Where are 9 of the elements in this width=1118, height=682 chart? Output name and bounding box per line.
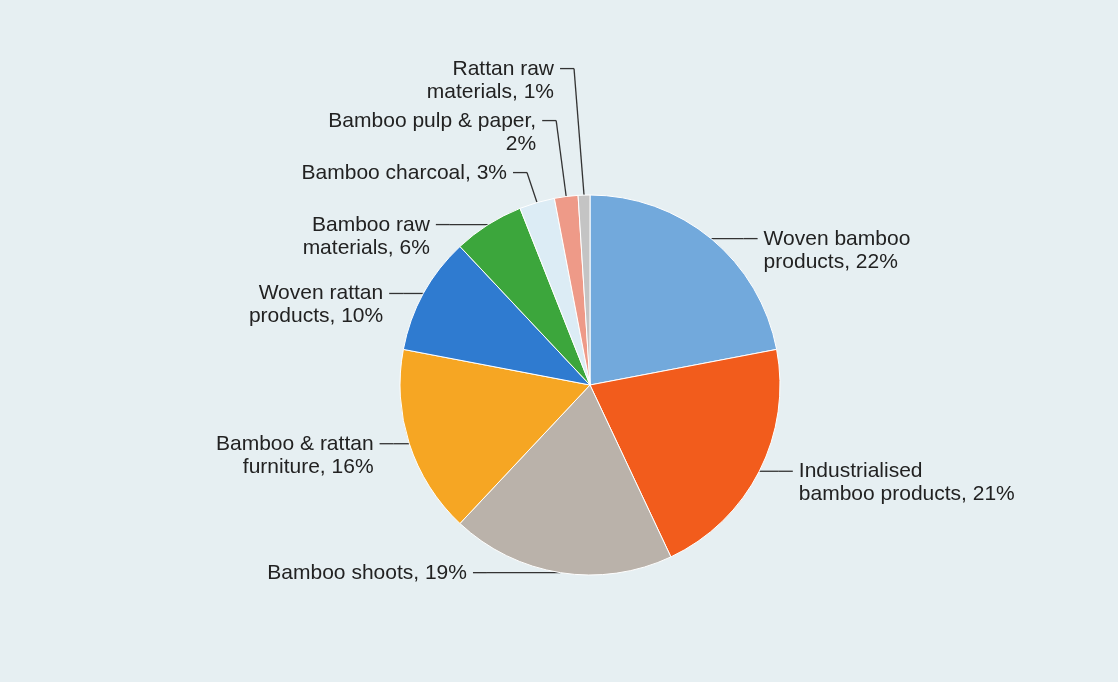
slice-label: Industrialised bamboo products, 21% (798, 458, 1015, 505)
slice-label: Bamboo & rattan furniture, 16% (215, 430, 374, 477)
slice-label: Woven bamboo products, 22% (763, 225, 911, 272)
slice-label: Bamboo charcoal, 3% (301, 159, 507, 183)
slice-label: Bamboo pulp & paper, 2% (328, 107, 537, 154)
slice-label: Rattan raw materials, 1% (426, 55, 555, 102)
slice-label: Bamboo raw materials, 6% (302, 211, 431, 258)
slice-label: Bamboo shoots, 19% (267, 559, 467, 583)
slice-label: Woven rattan products, 10% (248, 280, 384, 327)
